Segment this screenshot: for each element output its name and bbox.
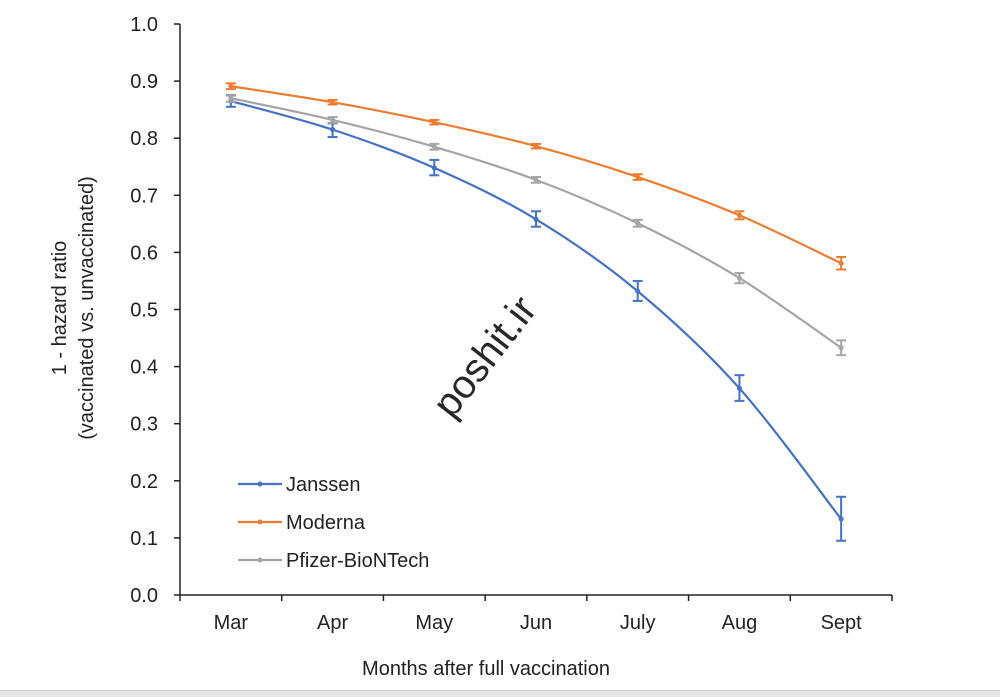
data-point [330, 127, 336, 133]
data-point [838, 260, 844, 266]
data-point [635, 174, 641, 180]
legend-marker [257, 557, 263, 563]
x-tick-label: Jun [520, 612, 552, 634]
legend-item: Pfizer-BioNTech [238, 550, 429, 572]
bottom-bar [0, 690, 1000, 697]
y-axis-label-line2: (vaccinated vs. unvaccinated) [76, 176, 98, 439]
x-tick-label: July [620, 612, 656, 634]
y-tick-label: 0.5 [130, 300, 158, 322]
series-pfizer-biontech [225, 93, 847, 357]
data-point [533, 143, 539, 149]
series-line [230, 85, 842, 265]
x-tick-label: Sept [821, 612, 863, 634]
legend-item: Janssen [238, 474, 361, 496]
legend-label: Janssen [286, 474, 361, 496]
y-tick-label: 0.7 [130, 185, 158, 207]
x-tick-label: Apr [317, 612, 348, 634]
data-point [635, 288, 641, 294]
legend-label: Pfizer-BioNTech [286, 550, 429, 572]
x-tick-label: Mar [214, 612, 249, 634]
y-axis-label-line1: 1 - hazard ratio [49, 241, 71, 376]
x-tick-label: May [415, 612, 453, 634]
legend-label: Moderna [286, 512, 366, 534]
data-point [533, 177, 539, 183]
y-tick-label: 0.4 [130, 357, 158, 379]
data-point [736, 275, 742, 281]
y-tick-label: 0.1 [130, 528, 158, 550]
series-moderna [225, 82, 847, 271]
y-tick-label: 1.0 [130, 14, 158, 36]
y-tick-label: 0.9 [130, 71, 158, 93]
data-point [228, 83, 234, 89]
data-point [228, 95, 234, 101]
legend-item: Moderna [238, 512, 366, 534]
data-point [533, 216, 539, 222]
x-axis-label: Months after full vaccination [362, 658, 610, 680]
data-point [330, 99, 336, 105]
legend-marker [257, 519, 263, 525]
data-point [431, 165, 437, 171]
data-point [635, 220, 641, 226]
y-tick-label: 0.6 [130, 242, 158, 264]
legend-marker [257, 481, 263, 487]
y-tick-label: 0.8 [130, 128, 158, 150]
data-point [431, 144, 437, 150]
y-tick-label: 0.2 [130, 471, 158, 493]
watermark: poshit.ir [424, 288, 545, 425]
data-point [736, 212, 742, 218]
data-point [431, 119, 437, 125]
data-point [736, 385, 742, 391]
y-tick-label: 0.0 [130, 585, 158, 607]
x-tick-label: Aug [722, 612, 758, 634]
data-point [838, 516, 844, 522]
y-tick-label: 0.3 [130, 414, 158, 436]
data-point [838, 345, 844, 351]
data-point [330, 117, 336, 123]
